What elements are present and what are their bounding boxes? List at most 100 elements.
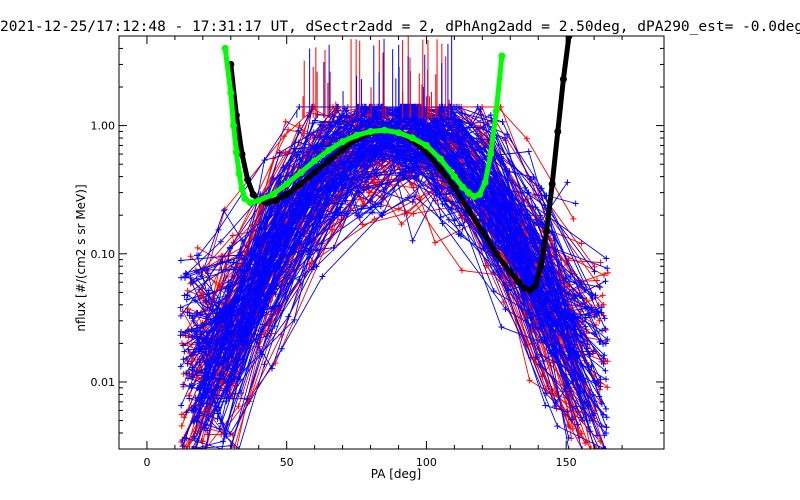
- plus-marker: [285, 221, 292, 228]
- plus-marker: [178, 422, 185, 429]
- fit-point: [515, 278, 523, 286]
- plus-marker: [204, 270, 211, 277]
- plus-marker: [542, 402, 549, 409]
- plus-marker: [578, 240, 585, 247]
- plus-marker: [195, 348, 202, 355]
- plus-marker: [458, 233, 464, 239]
- plus-marker: [603, 405, 609, 412]
- plus-marker: [563, 324, 570, 331]
- plus-marker: [180, 342, 187, 349]
- plus-marker: [190, 317, 197, 324]
- plus-marker: [596, 283, 603, 290]
- plus-marker: [178, 402, 185, 409]
- plus-marker: [587, 351, 594, 358]
- fit-point: [325, 157, 333, 165]
- plus-marker: [244, 395, 251, 402]
- plus-marker: [441, 136, 448, 143]
- plus-marker: [189, 334, 196, 340]
- plus-marker: [320, 123, 327, 130]
- fit-point: [230, 122, 238, 130]
- plus-marker: [203, 400, 210, 407]
- plus-marker: [445, 216, 452, 223]
- plus-marker: [292, 257, 299, 264]
- plus-marker: [236, 446, 242, 449]
- plus-marker: [333, 103, 340, 110]
- plus-marker: [575, 277, 582, 284]
- plus-marker: [185, 375, 191, 382]
- plus-marker: [484, 121, 491, 128]
- plus-marker: [319, 273, 326, 280]
- plus-marker: [183, 446, 190, 449]
- plus-marker: [533, 216, 539, 223]
- plus-marker: [604, 336, 611, 343]
- y-tick-label: 0.01: [91, 376, 116, 389]
- plus-marker: [406, 173, 413, 179]
- plus-marker: [414, 165, 421, 172]
- plus-marker: [177, 363, 184, 370]
- plus-marker: [456, 103, 462, 110]
- fit-point: [311, 169, 319, 177]
- plus-marker: [604, 265, 611, 272]
- plus-marker: [186, 383, 193, 390]
- plus-marker: [225, 257, 232, 264]
- plus-marker: [261, 157, 268, 164]
- plus-marker: [237, 249, 244, 256]
- plus-marker: [596, 446, 603, 449]
- plus-marker: [379, 157, 386, 164]
- plus-marker: [502, 306, 509, 313]
- plus-marker: [196, 359, 203, 366]
- plus-marker: [563, 275, 570, 282]
- plus-marker: [381, 153, 388, 160]
- plus-marker: [332, 193, 339, 200]
- plus-marker: [343, 113, 350, 120]
- x-axis-label: PA [deg]: [371, 467, 421, 481]
- plus-marker: [203, 329, 210, 336]
- plus-marker: [599, 327, 606, 334]
- plus-marker: [203, 298, 210, 305]
- plus-marker: [438, 186, 445, 193]
- plus-marker: [604, 269, 611, 276]
- plus-marker: [178, 274, 185, 281]
- plus-marker: [194, 322, 201, 329]
- plus-marker: [188, 327, 195, 334]
- fit-point: [272, 197, 279, 205]
- plus-marker: [538, 303, 545, 310]
- plus-marker: [400, 174, 407, 181]
- plus-marker: [180, 381, 187, 388]
- plus-marker: [459, 118, 466, 125]
- plus-marker: [296, 103, 303, 110]
- plus-marker: [565, 446, 572, 449]
- plus-marker: [193, 275, 200, 282]
- plus-marker: [373, 136, 380, 143]
- plus-marker: [396, 157, 403, 164]
- plus-marker: [598, 400, 605, 407]
- plus-marker: [186, 446, 193, 449]
- plus-marker: [602, 446, 609, 449]
- plus-marker: [264, 333, 271, 339]
- plus-marker: [193, 374, 200, 381]
- plus-marker: [588, 363, 595, 370]
- plus-marker: [541, 297, 548, 304]
- plus-marker: [318, 240, 325, 247]
- plus-marker: [184, 292, 191, 299]
- plus-marker: [218, 420, 224, 427]
- fit-point: [450, 173, 458, 181]
- plus-marker: [193, 418, 200, 425]
- plus-marker: [598, 423, 605, 430]
- plus-marker: [180, 356, 187, 363]
- plus-marker: [527, 176, 534, 183]
- plus-marker: [601, 352, 608, 359]
- fit-point: [559, 75, 567, 83]
- plus-marker: [307, 237, 314, 244]
- plus-marker: [416, 171, 422, 178]
- plus-marker: [177, 304, 184, 311]
- plus-marker: [443, 190, 450, 197]
- plus-marker: [188, 407, 195, 414]
- plus-marker: [373, 166, 380, 173]
- fit-point: [464, 189, 472, 197]
- plus-marker: [499, 118, 506, 125]
- plus-marker: [548, 321, 555, 328]
- plus-marker: [190, 278, 197, 285]
- plus-marker: [230, 259, 237, 266]
